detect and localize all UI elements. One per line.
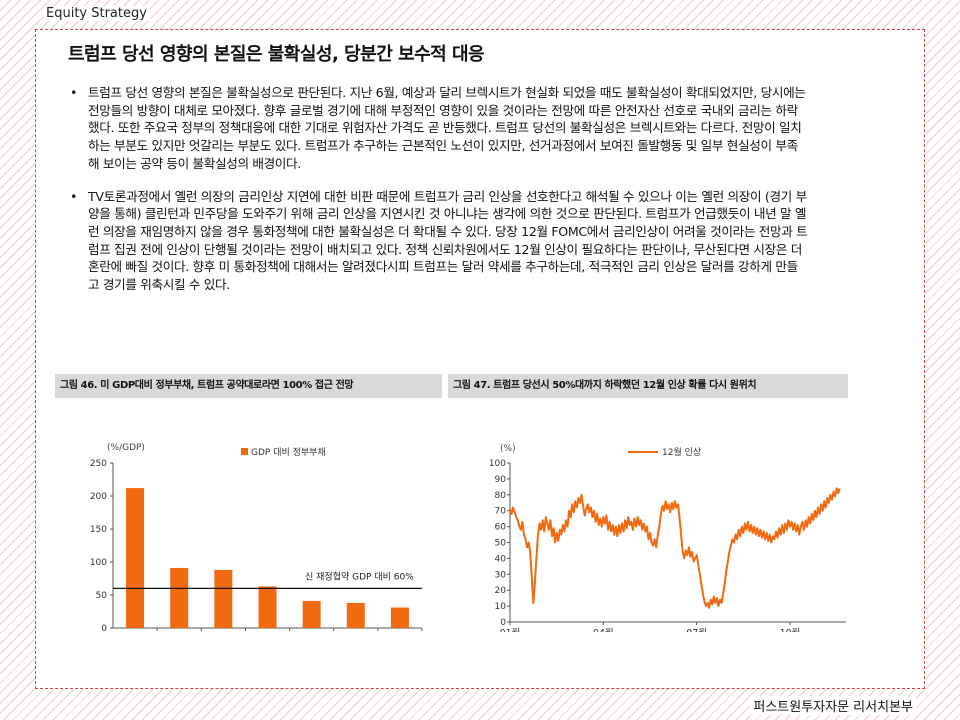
bar-6 [390, 607, 409, 628]
bar-4 [302, 600, 321, 628]
bar-chart-ytick-label: 150 [90, 525, 107, 535]
bar-chart-ylabel: (%/GDP) [107, 443, 145, 453]
page-title: 트럼프 당선 영향의 본질은 불확실성, 당분간 보수적 대응 [68, 44, 485, 65]
line-chart-ytick-label: 50 [495, 539, 507, 549]
bar-0 [126, 488, 145, 628]
line-chart-xtick-label: 10월 [780, 627, 801, 632]
line-chart-ytick-label: 10 [495, 602, 507, 612]
line-chart-ytick-label: 60 [495, 523, 507, 533]
line-chart-ytick-label: 20 [495, 586, 507, 596]
bar-chart-ytick-label: 50 [96, 591, 108, 601]
footer-label: 퍼스트원투자자문 리서치본부 [750, 696, 916, 715]
figure-46-caption: 그림 46. 미 GDP대비 정부부채, 트럼프 공약대로라면 100% 접근 … [55, 374, 442, 398]
line-chart-ytick-label: 70 [495, 507, 507, 517]
line-chart-legend-label: 12월 인상 [662, 446, 701, 458]
bar-chart-ytick-label: 200 [90, 492, 107, 502]
line-chart-ytick-label: 90 [495, 475, 507, 485]
bar-3 [258, 586, 277, 628]
bar-2 [214, 569, 233, 628]
bar-5 [346, 602, 365, 628]
line-series-12월-인상 [509, 487, 841, 609]
bar-1 [170, 567, 189, 628]
figure-47-caption: 그림 47. 트럼프 당선시 50%대까지 하락했던 12월 인상 확률 다시 … [448, 374, 848, 398]
section-header-label: Equity Strategy [43, 6, 150, 21]
bullet-paragraph-2: TV토론과정에서 옐런 의장의 금리인상 지연에 대한 비판 때문에 트럼프가 … [70, 188, 808, 294]
bullet-list: 트럼프 당선 영향의 본질은 불확실성으로 판단된다. 지난 6월, 예상과 달… [70, 84, 808, 309]
reference-line-label: 신 재정협약 GDP 대비 60% [305, 570, 414, 582]
line-chart-ytick-label: 80 [495, 491, 507, 501]
line-chart-xtick-label: 07월 [686, 627, 707, 632]
bar-chart-ytick-label: 100 [90, 558, 107, 568]
bullet-paragraph-1: 트럼프 당선 영향의 본질은 불확실성으로 판단된다. 지난 6월, 예상과 달… [70, 84, 808, 173]
debt-bar-chart: (%/GDP)050100150200250일본유로존미국캐나다중국한국호주신 … [90, 443, 423, 645]
bar-chart-legend-label: GDP 대비 정부부채 [251, 447, 326, 458]
bar-chart-ytick-label: 250 [90, 459, 107, 469]
line-chart-ytick-label: 40 [495, 554, 507, 564]
line-chart-ytick-label: 100 [489, 459, 506, 469]
line-chart-ytick-label: 30 [495, 570, 507, 580]
line-chart-ylabel: (%) [500, 444, 516, 454]
line-chart-ytick-label: 0 [500, 618, 506, 628]
line-chart-xtick-label: 01월 [500, 627, 521, 632]
figure-46: 그림 46. 미 GDP대비 정부부채, 트럼프 공약대로라면 100% 접근 … [55, 374, 442, 645]
bar-chart-legend-swatch [241, 448, 248, 455]
line-chart-xtick-label: 04월 [593, 627, 614, 632]
bar-chart-ytick-label: 0 [101, 624, 107, 632]
figure-47: 그림 47. 트럼프 당선시 50%대까지 하락했던 12월 인상 확률 다시 … [448, 374, 848, 639]
hike-probability-line-chart: (%) 0 10 20 30 40 50 60 70 80 90 100 01월 04월 07월 10월 12월… [489, 444, 846, 639]
